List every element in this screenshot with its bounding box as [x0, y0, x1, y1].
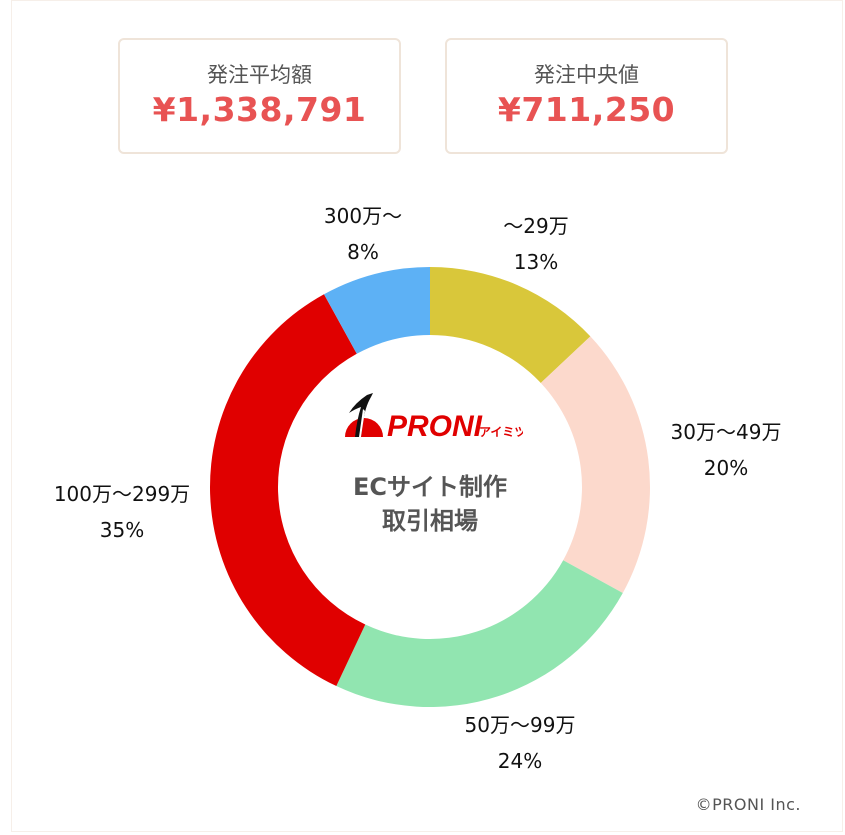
slice-category: 100万〜299万: [53, 482, 191, 506]
median-order-card: 発注中央値 ¥711,250: [445, 38, 728, 154]
average-order-card: 発注平均額 ¥1,338,791: [118, 38, 401, 154]
slice-label: 50万〜99万 24%: [465, 707, 576, 779]
average-order-label: 発注平均額: [207, 63, 312, 87]
slice-category: 30万〜49万: [670, 420, 782, 444]
logo-subtext: アイミツ: [479, 425, 523, 439]
center-title-line1: ECサイト制作: [352, 473, 508, 501]
slice-percent: 35%: [99, 518, 145, 542]
slice-percent: 8%: [347, 240, 379, 264]
proni-logo: PRONI アイミツ: [345, 393, 523, 439]
average-order-value: ¥1,338,791: [152, 90, 367, 129]
slice-percent: 20%: [703, 456, 749, 480]
penguin-icon: [345, 393, 383, 437]
slice-label: 〜29万 13%: [503, 208, 568, 280]
donut-slice: [210, 294, 366, 687]
slice-label: 30万〜49万 20%: [671, 414, 782, 486]
donut-slice: [324, 267, 430, 354]
copyright: ©PRONI Inc.: [695, 795, 801, 814]
median-order-value: ¥711,250: [497, 90, 676, 129]
center-title-line2: 取引相場: [381, 507, 478, 535]
logo-text: PRONI: [387, 410, 483, 439]
donut-slice: [540, 336, 651, 593]
slice-label: 300万〜 8%: [324, 198, 402, 270]
donut-slice: [430, 267, 591, 383]
median-order-label: 発注中央値: [534, 63, 639, 87]
slice-category: 300万〜: [323, 204, 403, 228]
slice-percent: 24%: [497, 749, 543, 773]
slice-percent: 13%: [513, 250, 559, 274]
slice-category: 〜29万: [503, 214, 569, 238]
slice-category: 50万〜99万: [464, 713, 576, 737]
chart-center-title: ECサイト制作 取引相場: [353, 470, 507, 538]
slice-label: 100万〜299万 35%: [54, 476, 190, 548]
donut-slice: [336, 560, 623, 707]
